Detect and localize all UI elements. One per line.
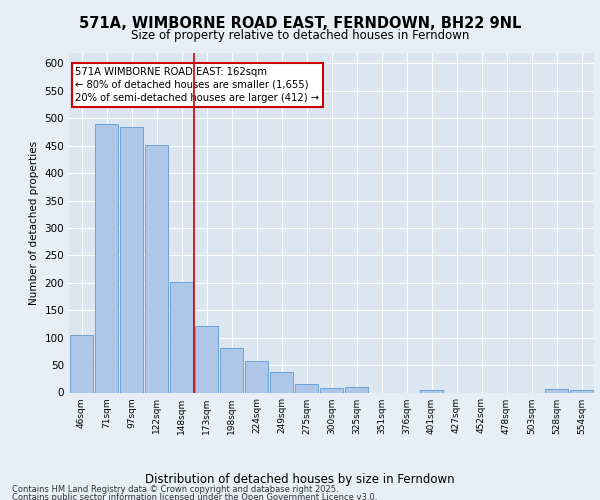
Text: 571A WIMBORNE ROAD EAST: 162sqm
← 80% of detached houses are smaller (1,655)
20%: 571A WIMBORNE ROAD EAST: 162sqm ← 80% of…: [76, 67, 319, 103]
Bar: [145, 144, 169, 392]
Text: Size of property relative to detached houses in Ferndown: Size of property relative to detached ho…: [131, 29, 469, 42]
Bar: [70, 335, 94, 392]
Bar: [344, 387, 368, 392]
Text: Distribution of detached houses by size in Ferndown: Distribution of detached houses by size …: [145, 472, 455, 486]
Bar: [245, 360, 268, 392]
Text: Contains public sector information licensed under the Open Government Licence v3: Contains public sector information licen…: [12, 494, 377, 500]
Bar: [95, 124, 118, 392]
Y-axis label: Number of detached properties: Number of detached properties: [29, 140, 39, 304]
Bar: [119, 126, 143, 392]
Bar: [295, 384, 319, 392]
Bar: [320, 388, 343, 392]
Bar: [569, 390, 593, 392]
Bar: [269, 372, 293, 392]
Bar: [170, 282, 193, 393]
Text: Contains HM Land Registry data © Crown copyright and database right 2025.: Contains HM Land Registry data © Crown c…: [12, 485, 338, 494]
Bar: [545, 388, 568, 392]
Bar: [419, 390, 443, 392]
Bar: [220, 348, 244, 393]
Bar: [194, 326, 218, 392]
Text: 571A, WIMBORNE ROAD EAST, FERNDOWN, BH22 9NL: 571A, WIMBORNE ROAD EAST, FERNDOWN, BH22…: [79, 16, 521, 31]
